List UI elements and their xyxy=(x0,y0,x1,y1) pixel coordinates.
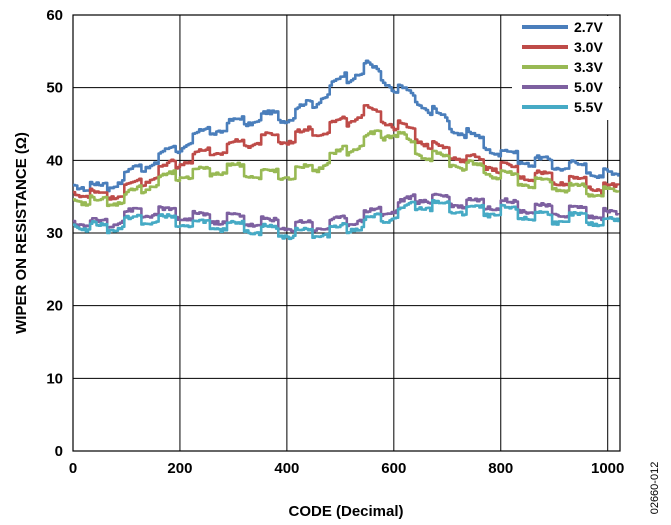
x-tick-label-0: 0 xyxy=(69,460,77,477)
x-tick-label-600: 600 xyxy=(381,460,406,477)
series-line-3.0V xyxy=(73,104,620,201)
series-lines xyxy=(73,59,620,241)
y-tick-label-0: 0 xyxy=(55,443,63,460)
legend-label-3.3V: 3.3V xyxy=(574,59,603,75)
x-tick-label-400: 400 xyxy=(274,460,299,477)
legend-label-2.7V: 2.7V xyxy=(574,19,603,35)
legend-label-5.5V: 5.5V xyxy=(574,99,603,115)
x-axis-title: CODE (Decimal) xyxy=(288,503,403,520)
y-tick-label-60: 60 xyxy=(46,7,63,24)
legend: 2.7V 3.0V 3.3V 5.0V 5.5V xyxy=(512,16,619,120)
figure-id: 02660-012 xyxy=(649,462,661,515)
y-tick-label-30: 30 xyxy=(46,225,63,242)
x-tick-label-800: 800 xyxy=(488,460,513,477)
y-tick-label-40: 40 xyxy=(46,152,63,169)
y-tick-label-10: 10 xyxy=(46,370,63,387)
y-tick-label-50: 50 xyxy=(46,80,63,97)
y-axis-title: WIPER ON RESISTANCE (Ω) xyxy=(13,132,30,334)
x-tick-labels: 0 200 400 600 800 1000 xyxy=(69,460,625,477)
series-line-5.0V xyxy=(73,192,620,233)
y-tick-label-20: 20 xyxy=(46,298,63,315)
legend-label-3.0V: 3.0V xyxy=(574,39,603,55)
y-tick-labels: 0 10 20 30 40 50 60 xyxy=(46,7,63,460)
series-line-3.3V xyxy=(73,129,620,208)
plot-frame xyxy=(72,14,621,452)
x-tick-label-1000: 1000 xyxy=(591,460,624,477)
series-line-2.7V xyxy=(73,59,620,193)
legend-label-5.0V: 5.0V xyxy=(574,79,603,95)
series-line-5.5V xyxy=(73,199,620,241)
x-tick-label-200: 200 xyxy=(167,460,192,477)
